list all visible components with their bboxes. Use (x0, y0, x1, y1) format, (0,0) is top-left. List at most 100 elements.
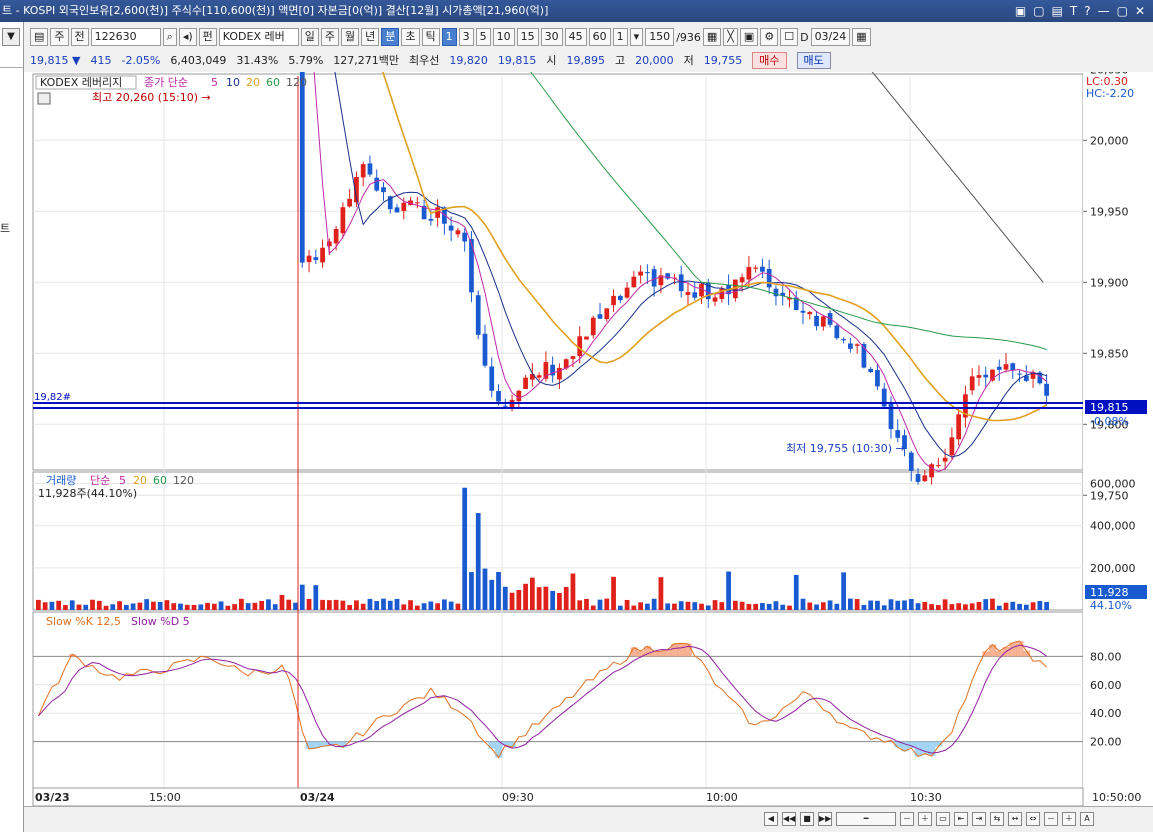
fit-icon[interactable]: ▭ (936, 811, 950, 826)
period-type-select[interactable]: 주 (50, 28, 69, 46)
stoch-overbought-fill (1009, 642, 1017, 657)
left-panel-strip: ▼ 트 (0, 22, 24, 832)
step-back-icon[interactable]: ◀◀ (782, 811, 796, 826)
volume-bar (293, 602, 298, 610)
candle-body (590, 317, 596, 336)
maximize-icon[interactable]: ▢ (1116, 4, 1128, 18)
left-divider (0, 67, 23, 68)
close-icon[interactable]: ✕ (1134, 4, 1145, 18)
sound-icon[interactable]: ◂) (178, 28, 197, 46)
volume-bar (225, 605, 231, 610)
tool-a-icon[interactable]: ⇤ (954, 811, 968, 826)
font-size-icon[interactable]: A (1080, 811, 1094, 826)
calendar-icon[interactable]: ▦ (852, 28, 871, 46)
collapse-arrow-button[interactable]: ▼ (2, 28, 20, 46)
interval-15[interactable]: 15 (516, 28, 539, 46)
volume-bar (123, 604, 129, 610)
candle-body (387, 196, 393, 210)
date-checkbox[interactable]: ☐ (780, 28, 799, 46)
zoom-slider[interactable]: ━ (836, 811, 896, 826)
volume-ma5: 5 (119, 474, 126, 487)
minus-icon[interactable]: － (1044, 811, 1058, 826)
period-year[interactable]: 년 (361, 28, 380, 46)
restore-window-icon[interactable]: ▢ (1033, 4, 1045, 18)
interval-1[interactable]: 1 (441, 28, 457, 46)
draw-icon[interactable]: ╳ (723, 28, 738, 46)
interval-dropdown-icon[interactable]: ▾ (629, 28, 644, 46)
minimize-icon[interactable]: — (1097, 4, 1110, 18)
interval-3[interactable]: 3 (458, 28, 474, 46)
date-input[interactable]: 03/24 (810, 28, 851, 46)
open-label: 시 (546, 54, 557, 67)
scroll-left-icon[interactable]: ◀ (764, 811, 778, 826)
gear-icon[interactable]: ⚙ (760, 28, 779, 46)
calendar-icon[interactable] (37, 92, 51, 105)
candle-body (489, 366, 495, 391)
candle-body (448, 225, 454, 231)
volume-bar (435, 603, 440, 610)
volume-ma120: 120 (173, 474, 194, 487)
candle-body (895, 430, 901, 438)
help-icon[interactable]: ? (1084, 4, 1091, 18)
interval-10[interactable]: 10 (492, 28, 515, 46)
zoom-out-icon[interactable]: － (900, 811, 914, 826)
stoch-overbought-fill (677, 643, 686, 657)
stop-icon[interactable]: ■ (800, 811, 814, 826)
period-month[interactable]: 월 (341, 28, 360, 46)
list-icon[interactable]: ▤ (1051, 4, 1063, 18)
candle-body (834, 325, 840, 339)
chart-type-icon[interactable]: ▤ (30, 28, 49, 46)
candle-body (313, 257, 319, 261)
period-day[interactable]: 일 (300, 28, 319, 46)
volume-bar (746, 604, 752, 610)
candle-body (475, 295, 481, 335)
indicator-icon[interactable]: ▦ (702, 28, 722, 46)
stoch-tick-label: 60.00 (1090, 679, 1122, 692)
text-icon[interactable]: T (1069, 4, 1078, 18)
volume-tick-label: 600,000 (1090, 478, 1136, 491)
stoch-oversold-fill (325, 741, 334, 746)
volume-bar (820, 602, 826, 610)
period-minute[interactable]: 분 (381, 28, 400, 46)
volume-bar (651, 598, 657, 610)
volume-bar (442, 599, 447, 610)
interval-60[interactable]: 60 (588, 28, 611, 46)
tool-c-icon[interactable]: ⇆ (990, 811, 1004, 826)
period-week[interactable]: 주 (320, 28, 340, 46)
plus-icon[interactable]: ＋ (1062, 811, 1076, 826)
tool-e-icon[interactable]: ⇔ (1026, 811, 1040, 826)
chart-area[interactable]: KODEX 레버리지 종가 단순 5 10 20 60 120 최고 20,26… (24, 72, 1153, 806)
interval-45[interactable]: 45 (564, 28, 587, 46)
search-icon[interactable]: ⌕ (162, 28, 177, 46)
period-second[interactable]: 초 (401, 28, 420, 46)
zoom-in-icon[interactable]: ＋ (918, 811, 932, 826)
count-input[interactable]: 150 (645, 28, 675, 46)
buy-button[interactable]: 매수 (752, 51, 787, 69)
period-tick[interactable]: 틱 (421, 28, 440, 46)
candle-body (638, 271, 643, 276)
layout-icon[interactable]: ▣ (1014, 4, 1027, 18)
candle-body (557, 367, 562, 380)
volume-bar (178, 603, 183, 610)
tool-d-icon[interactable]: ↔ (1008, 811, 1022, 826)
candle-body (435, 207, 440, 218)
volume-bar (638, 602, 643, 610)
sell-button[interactable]: 매도 (796, 51, 831, 69)
interval-select[interactable]: 1 (612, 28, 628, 46)
volume-bar (563, 586, 569, 610)
volume-bar (584, 598, 589, 610)
save-icon[interactable]: ▣ (739, 28, 759, 46)
candle-body (699, 283, 704, 297)
stoch-overbought-fill (630, 647, 638, 657)
candle-body (902, 435, 907, 450)
interval-30[interactable]: 30 (540, 28, 563, 46)
step-forward-icon[interactable]: ▶▶ (818, 811, 832, 826)
current-volume-pct: 44.10% (1090, 599, 1132, 612)
time-label-1030: 10:30 (910, 791, 942, 804)
tool-b-icon[interactable]: ⇥ (972, 811, 986, 826)
interval-5[interactable]: 5 (475, 28, 491, 46)
candle-body (523, 377, 528, 389)
total-toggle[interactable]: 전 (70, 28, 89, 46)
code-input[interactable]: 122630 (90, 28, 161, 46)
product-name-field[interactable]: KODEX 레버 (218, 28, 299, 46)
